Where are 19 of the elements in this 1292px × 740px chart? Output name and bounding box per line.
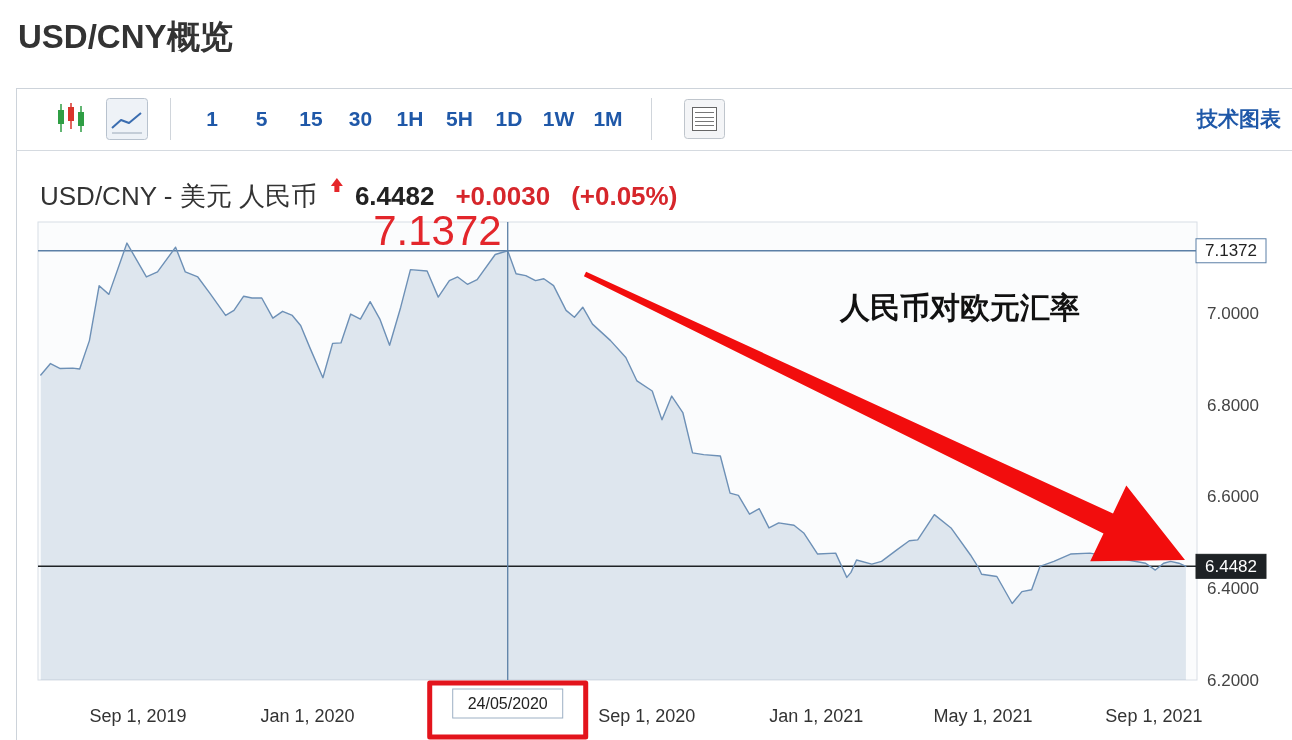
x-tick-label: Jan 1, 2021 [769,706,864,726]
y-tick-label: 7.0000 [1207,304,1259,324]
x-tick-label: Sep 1, 2021 [1105,706,1203,726]
y-tick-label: 6.6000 [1207,487,1259,507]
x-tick-label: May 1, 2021 [933,706,1033,726]
x-tick-label: Jan 1, 2020 [260,706,355,726]
x-tick-label: Sep 1, 2019 [89,706,187,726]
x-tick-label: Sep 1, 2020 [598,706,696,726]
ref-line-label: 6.4482 [1205,556,1257,576]
y-tick-label: 6.4000 [1207,578,1259,598]
chart-subtitle: USD/CNY - 美元 人民币 [40,181,317,211]
annotation: 人民币对欧元汇率 [839,291,1080,324]
y-tick-label: 6.2000 [1207,670,1259,690]
y-tick-label: 6.8000 [1207,395,1259,415]
ref-line-label: 24/05/2020 [467,695,548,712]
text: (+0.05%) [571,181,678,211]
ref-line-label: 7.1372 [1205,241,1257,261]
button-technical-chart: 技术图表 [1197,99,1281,139]
text: USD/CNY概览 [18,17,233,57]
